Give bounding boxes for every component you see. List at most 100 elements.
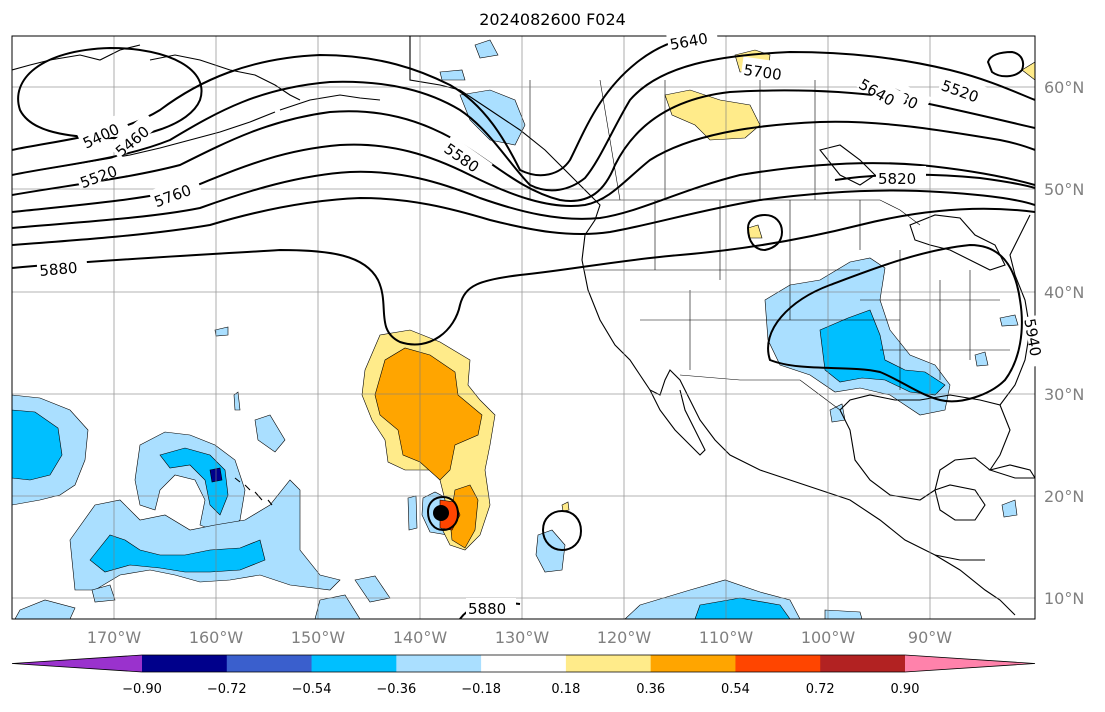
lon-label-130w: 130°W (495, 628, 550, 647)
contour-5640 (12, 120, 1035, 213)
field-blue-hawaii-ring (159, 447, 229, 516)
field-yellow-canada-east (1021, 61, 1035, 81)
colorbar-segment (820, 655, 906, 672)
yucatan (934, 484, 986, 521)
colorbar-segment (311, 655, 397, 672)
contour-5820-ring (834, 173, 1035, 189)
lat-label-30n: 30°N (1044, 385, 1084, 404)
colorbar-extend-min (12, 655, 142, 672)
field-lightblue-hurricane-west (407, 495, 418, 531)
political-borders-layer (529, 79, 1010, 411)
map-title: 2024082600 F024 (479, 10, 626, 29)
field-lightblue-mexico-gulf (974, 351, 989, 367)
central-america (934, 554, 1016, 616)
lat-label-10n: 10°N (1044, 589, 1084, 608)
cuba (987, 464, 1035, 479)
colorbar-segment (226, 655, 313, 672)
lat-label-60n: 60°N (1044, 78, 1084, 97)
colorbar-segment (396, 655, 482, 672)
colorbar-tick-label: −0.54 (292, 682, 332, 697)
state-lines-1 (654, 200, 861, 320)
alaska-coast (149, 54, 301, 101)
field-lightblue-bottom-2 (314, 594, 361, 619)
field-lightblue-small-1 (254, 414, 286, 453)
province-lines (529, 79, 816, 201)
contour-5760 (12, 189, 1035, 246)
canada-us-border (600, 199, 921, 226)
great-lakes (909, 214, 1006, 271)
lon-label-150w: 150°W (291, 628, 346, 647)
lon-label-160w: 160°W (189, 628, 244, 647)
us-mexico-border (679, 374, 841, 411)
colorbar-tick-label: −0.72 (207, 682, 247, 697)
lon-label-170w: 170°W (87, 628, 142, 647)
contour-hurricane-ring (426, 495, 460, 532)
field-lightblue-small-3 (233, 391, 241, 411)
contour-5460 (12, 36, 701, 177)
colorbar-segment (650, 655, 736, 672)
colorbar-tick-label: 0.36 (636, 682, 665, 697)
lon-label-100w: 100°W (801, 628, 856, 647)
colorbar-segment (735, 655, 821, 672)
hurricane-center-marker (433, 505, 449, 521)
field-lightblue-alaska-2 (439, 69, 466, 81)
field-blue-plains (819, 309, 946, 396)
state-lines-2 (585, 269, 900, 370)
contour-5700 (12, 162, 1035, 229)
colorbar-tick-label: −0.18 (461, 682, 501, 697)
coastline-east (999, 214, 1031, 406)
colorbar-tick-label: 0.54 (721, 682, 750, 697)
contour-5880 (12, 207, 1035, 346)
field-lightblue-alaska-1 (474, 39, 499, 59)
colorbar-tick-label: −0.90 (122, 682, 162, 697)
contour-label-5700: 5700 (742, 61, 782, 84)
contour-5520 (12, 50, 1035, 192)
lat-label-20n: 20°N (1044, 487, 1084, 506)
contour-5400 (17, 46, 203, 140)
field-yellow-canada (664, 89, 761, 141)
colorbar-segment (565, 655, 652, 672)
field-blue-bottom-3 (694, 597, 791, 619)
contour-label-5880: 5880 (39, 259, 79, 280)
hawaii-islands (234, 477, 273, 506)
field-orange-tropical-plume (374, 347, 483, 481)
graticule (12, 36, 1035, 619)
field-lightblue-pacific-mexico (1001, 499, 1018, 518)
contour-hudson-closed (986, 50, 1025, 78)
field-lightblue-small-4 (535, 529, 566, 573)
contour-tropical-ring (541, 509, 583, 552)
lon-label-110w: 110°W (699, 628, 754, 647)
colorbar-tick-label: −0.36 (376, 682, 416, 697)
coastline-north-america-west (409, 36, 985, 561)
colorbar-tick-label: 0.18 (551, 682, 580, 697)
contour-label-5820: 5820 (878, 170, 916, 188)
colorbar-tick-label: 0.72 (806, 682, 835, 697)
alaska-peninsula (279, 94, 381, 111)
colorbar-extend-max (905, 655, 1035, 672)
contour-5580 (12, 89, 1035, 202)
colorbar: −0.90 −0.72 −0.54 −0.36 −0.18 0.18 0.36 0.54 0.7… (11, 654, 1036, 697)
field-blue-west-cluster (12, 409, 63, 481)
contour-5940 (767, 243, 1023, 403)
longitude-labels: 170°W 160°W 150°W 140°W 130°W 120°W 110°… (87, 628, 952, 647)
lon-label-90w: 90°W (908, 628, 952, 647)
latitude-labels: 60°N 50°N 40°N 30°N 20°N 10°N (1044, 78, 1084, 608)
contour-rockies-closed (746, 213, 784, 252)
colorbar-segment (142, 655, 228, 672)
lon-label-140w: 140°W (393, 628, 448, 647)
lat-label-50n: 50°N (1044, 180, 1084, 199)
colorbar-segment (481, 655, 567, 672)
lat-label-40n: 40°N (1044, 283, 1084, 302)
field-blue-south-band (89, 534, 266, 573)
field-lightblue-atlantic (999, 314, 1019, 327)
colorbar-tick-label: 0.90 (891, 682, 920, 697)
field-lightblue-bottom-5 (14, 599, 76, 619)
state-lines-3 (860, 250, 1010, 390)
field-lightblue-bottom-4 (824, 609, 863, 619)
field-yellow-small-1 (561, 501, 570, 512)
siberia-coast (12, 44, 141, 71)
colorbar-outline (11, 654, 1036, 673)
height-contours (12, 36, 1035, 619)
contour-label-5880-south: 5880 (468, 600, 506, 618)
